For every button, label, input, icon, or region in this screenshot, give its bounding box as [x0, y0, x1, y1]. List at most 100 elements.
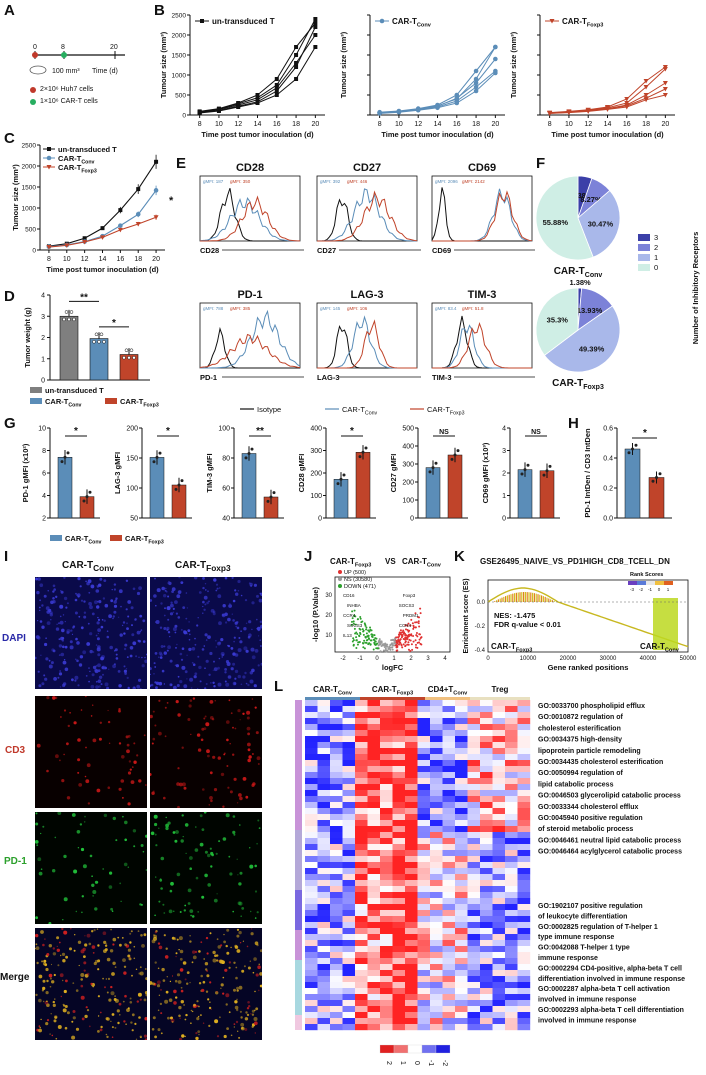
l-heat-cell [392, 748, 406, 755]
l-heat-cell [505, 814, 518, 821]
l-heat-cell [342, 976, 356, 983]
l-heat-cell [305, 910, 318, 917]
j-point [419, 642, 422, 645]
l-heat-cell [392, 742, 406, 749]
d-sig2: * [112, 318, 116, 329]
l-heat-cell [380, 1018, 393, 1025]
l-heat-cell [405, 748, 418, 755]
l-heat-cell [367, 718, 381, 725]
l-heat-cell [405, 904, 418, 911]
l-heat-cell [505, 916, 518, 923]
b-point [274, 89, 279, 93]
j-point [408, 629, 411, 632]
k-ylabel: Enrichment score (ES) [463, 578, 470, 653]
l-heat-cell [455, 880, 468, 887]
l-heat-cell [492, 832, 506, 839]
l-heat-cell [380, 826, 393, 833]
l-heat-cell [480, 718, 493, 725]
l-heat-cell [517, 730, 531, 737]
l-heat-cell [405, 874, 418, 881]
panel-letter-c: C [4, 130, 15, 147]
l-heat-cell [442, 880, 456, 887]
l-heat-cell [417, 922, 431, 929]
l-heat-cell [367, 868, 381, 875]
l-heat-cell [355, 796, 368, 803]
l-heat-cell [317, 736, 331, 743]
l-heat-cell [492, 880, 506, 887]
l-heat-cell [330, 754, 343, 761]
l-heat-cell [317, 748, 331, 755]
l-heat-cell [492, 862, 506, 869]
l-heat-cell [330, 814, 343, 821]
h-ytick-label: 0.6 [603, 426, 613, 433]
l-heat-cell [392, 946, 406, 953]
l-heat-cell [392, 730, 406, 737]
j-point [381, 643, 384, 646]
e-curve [432, 190, 533, 242]
mouse-icon [29, 65, 47, 75]
l-heat-cell [342, 910, 356, 917]
g-ytick-label: 40 [222, 516, 230, 523]
l-heat-cell [317, 712, 331, 719]
b-xtick-label: 12 [414, 121, 422, 128]
e-curve [432, 315, 532, 369]
l-heat-cell [392, 790, 406, 797]
c-legend-marker [46, 165, 52, 170]
g-legend-swatch [50, 535, 62, 541]
l-heat-cell [330, 982, 343, 989]
l-heat-cell [517, 1024, 531, 1031]
l-heat-cell [355, 1006, 368, 1013]
e-mfi-foxp3: gMFI: 2142 [462, 179, 485, 184]
j-gene-label: Foxp3 [403, 593, 416, 598]
g-dot [523, 468, 527, 472]
l-heat-cell [505, 988, 518, 995]
b-point [662, 65, 668, 70]
b-point [396, 109, 402, 114]
l-heat-cell [355, 988, 368, 995]
l-heat-cell [442, 742, 456, 749]
l-go-term: immune response [538, 955, 598, 962]
c-ytick-label: 0 [32, 248, 36, 255]
l-heat-cell [405, 988, 418, 995]
l-heat-cell [505, 838, 518, 845]
b-xtick-label: 12 [234, 121, 242, 128]
l-heat-cell [317, 844, 331, 851]
l-heat-cell [455, 976, 468, 983]
l-heat-cell [480, 910, 493, 917]
c-ytick-label: 1500 [22, 185, 37, 192]
e-mfi-conv: gMFI: 187 [203, 179, 224, 184]
l-heat-cell [455, 946, 468, 953]
l-heat-cell [455, 964, 468, 971]
l-heat-cell [492, 928, 506, 935]
j-point [362, 642, 365, 645]
j-point [402, 643, 405, 646]
l-heat-cell [405, 946, 418, 953]
l-heat-cell [380, 964, 393, 971]
b-point [624, 105, 630, 110]
b-ytick-label: 500 [175, 93, 186, 100]
l-go-term: GO:0034375 high-density [538, 737, 622, 744]
l-heat-cell [480, 1018, 493, 1025]
l-heat-cell [380, 922, 393, 929]
g-dot [453, 453, 457, 457]
j-point [414, 643, 417, 646]
j-point [373, 641, 376, 644]
c-point [118, 208, 123, 213]
l-heat-cell [330, 802, 343, 809]
l-heat-cell [417, 724, 431, 731]
panel-letter-a: A [4, 2, 15, 19]
j-ylabel: -log10 (P.Value) [311, 587, 320, 642]
j-point [402, 632, 405, 635]
g-ytick-label: 400 [402, 444, 414, 451]
l-heat-cell [317, 886, 331, 893]
j-point [417, 616, 420, 619]
j-point [362, 633, 365, 636]
j-point [410, 618, 413, 621]
l-heat-cell [317, 766, 331, 773]
l-heat-cell [392, 1006, 406, 1013]
l-go-term: GO:0050994 regulation of [538, 770, 623, 777]
c-point [153, 215, 159, 220]
a-huh7-legend: 2×10⁶ Huh7 cells [40, 86, 94, 93]
l-heat-cell [317, 742, 331, 749]
l-heat-cell [430, 802, 443, 809]
